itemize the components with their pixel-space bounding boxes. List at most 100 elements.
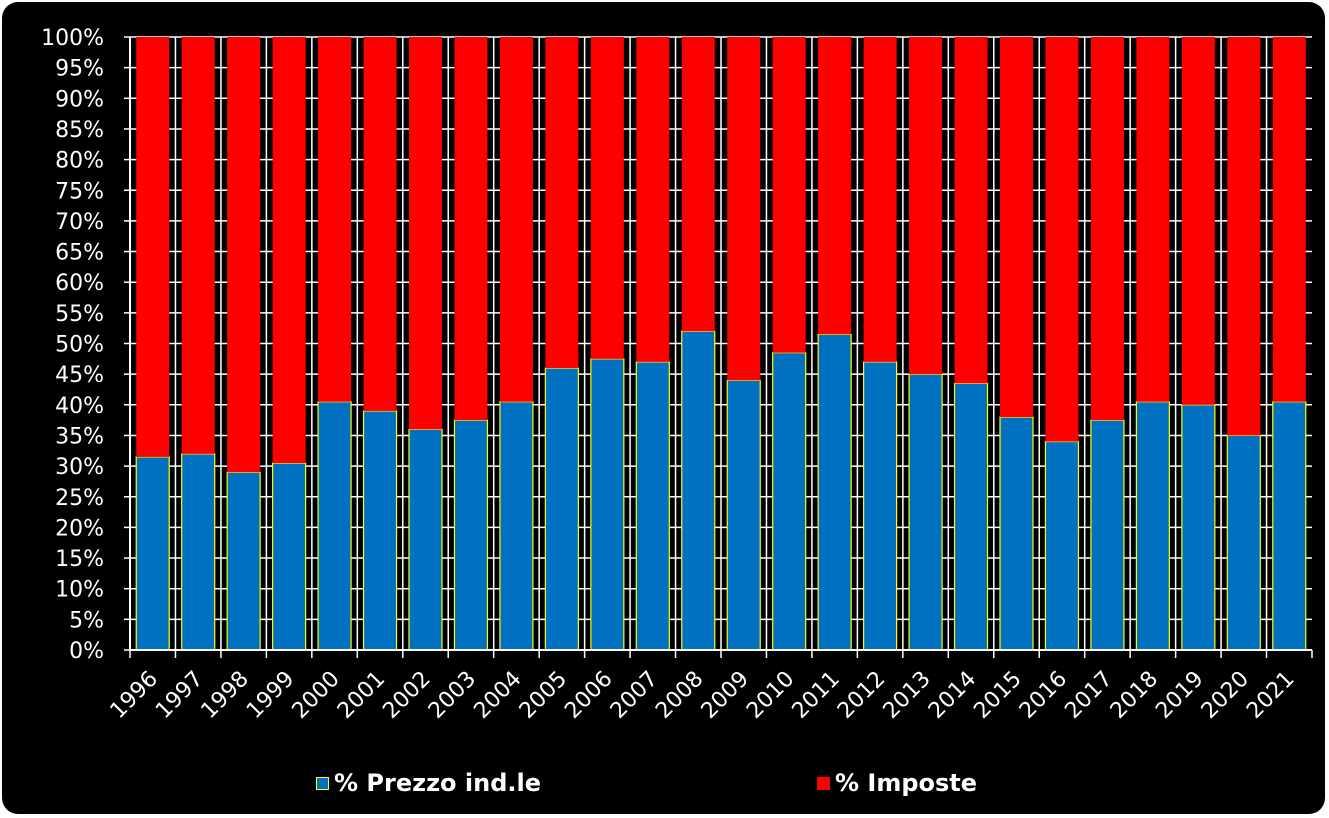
x-axis-tick-labels: 1996199719981999200020012002200320042005… [106,667,1300,724]
x-tick-label: 2003 [424,667,481,724]
bar-prezzo [362,410,398,651]
y-tick-label: 35% [55,424,104,449]
x-tick-label: 2021 [1242,667,1299,724]
bar-prezzo [135,456,170,651]
x-tick-label: 1996 [106,667,163,724]
x-tick-label: 2004 [469,667,526,724]
y-tick-label: 95% [55,57,104,82]
y-tick-label: 5% [69,608,104,633]
bar-prezzo [772,352,807,651]
x-tick-label: 2013 [879,667,936,724]
x-tick-label: 2017 [1060,667,1117,724]
bar-imposte [590,37,624,359]
bar-prezzo [317,401,352,651]
legend-label-imposte: % Imposte [835,769,978,797]
x-tick-label: 2015 [969,667,1026,724]
bar-imposte [454,37,488,421]
x-tick-label: 2011 [788,667,845,724]
y-tick-label: 90% [55,87,104,112]
x-tick-label: 2019 [1151,667,1208,724]
y-tick-label: 55% [55,302,104,327]
x-tick-label: 2020 [1197,667,1254,724]
bar-prezzo [1226,434,1261,651]
legend-swatch-imposte [817,776,830,790]
bar-prezzo [590,358,625,651]
bar-prezzo [181,453,216,651]
y-tick-label: 45% [55,363,104,388]
y-tick-label: 50% [55,333,104,358]
bar-imposte [272,37,306,464]
y-tick-label: 85% [55,118,104,143]
bar-prezzo [226,471,261,651]
x-tick-label: 2014 [924,667,981,724]
x-tick-label: 2009 [697,667,754,724]
bar-prezzo [1272,401,1307,651]
x-tick-label: 1999 [242,667,299,724]
bar-prezzo [681,330,716,651]
x-tick-label: 2005 [515,667,572,724]
y-tick-label: 25% [55,486,104,511]
x-tick-label: 2006 [560,667,617,724]
y-tick-label: 0% [69,639,104,664]
bar-prezzo [863,361,898,651]
y-tick-label: 70% [55,210,104,235]
bar-imposte [727,37,761,381]
bar-imposte [863,37,897,362]
x-tick-label: 1998 [197,667,254,724]
bar-prezzo [908,373,943,651]
bar-imposte [545,37,579,369]
x-tick-label: 2018 [1106,667,1163,724]
bar-imposte [818,37,852,335]
x-tick-label: 2002 [378,667,435,724]
x-tick-label: 2007 [606,667,663,724]
bar-prezzo [726,379,761,651]
bar-imposte [1227,37,1261,436]
y-tick-label: 15% [55,547,104,572]
bar-prezzo [544,367,579,651]
bar-prezzo [1044,440,1080,651]
legend-label-prezzo: % Prezzo ind.le [334,769,541,797]
bar-prezzo [635,361,670,651]
bar-imposte [636,37,670,362]
y-tick-label: 80% [55,149,104,174]
bar-prezzo [999,416,1034,651]
bar-imposte [227,37,261,473]
bar-prezzo [408,428,443,651]
bar-imposte [181,37,215,454]
x-tick-label: 2016 [1015,667,1072,724]
bar-prezzo [953,382,989,651]
bar-imposte [136,37,170,457]
bar-imposte [1272,37,1306,402]
gridlines [130,36,1312,651]
legend-item-prezzo: % Prezzo ind.le [316,763,541,803]
y-axis-tick-labels: 0% 5% 10% 15% 20% 25% 30% 35% 40% 45% 50% 55% 60% 65%… [41,26,104,664]
x-tick-label: 1997 [151,667,208,724]
legend-item-imposte: % Imposte [817,763,977,803]
legend-swatch-prezzo [316,776,329,790]
bar-prezzo [453,419,489,651]
bar-prezzo [1090,419,1125,651]
bar-imposte [954,37,988,384]
bar-prezzo [499,401,534,651]
bar-imposte [409,37,442,430]
bar-imposte [1045,37,1079,442]
bar-imposte [909,37,943,375]
y-tick-label: 10% [55,578,104,603]
y-tick-label: 100% [41,26,104,51]
bar-imposte [1000,37,1033,418]
y-tick-label: 30% [55,455,104,480]
y-tick-label: 40% [55,394,104,419]
bar-imposte [1136,37,1170,402]
bar-imposte [1090,37,1124,421]
axes [124,36,1313,658]
y-tick-label: 75% [55,179,104,204]
bar-imposte [363,37,397,411]
x-tick-label: 2012 [833,667,890,724]
bar-prezzo [1135,401,1170,651]
bar-prezzo [1181,404,1216,651]
bar-imposte [772,37,806,353]
x-tick-label: 2000 [288,667,345,724]
bar-prezzo [817,333,852,651]
bar-imposte [318,37,352,402]
